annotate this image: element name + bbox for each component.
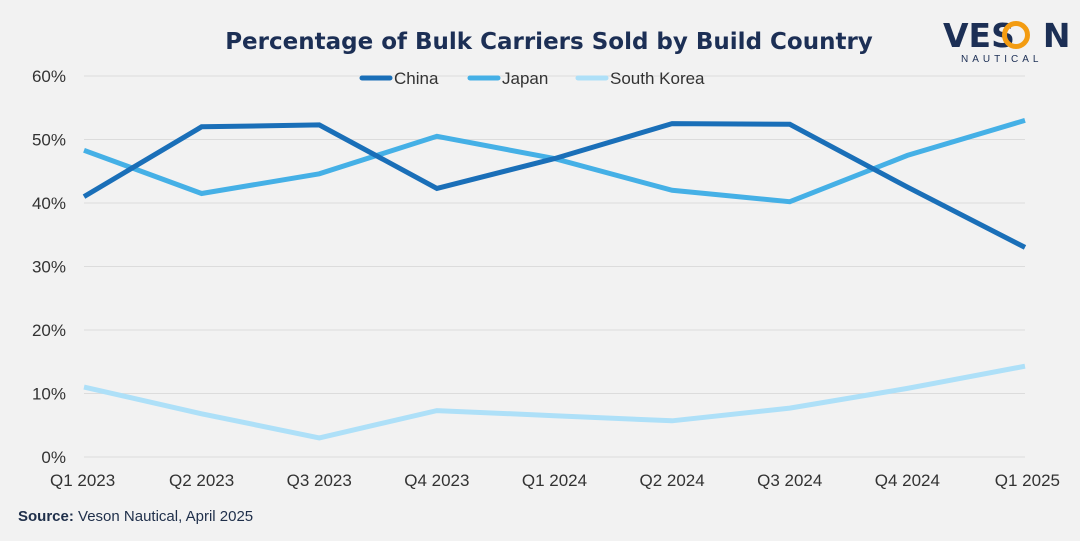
y-tick-label: 40% [32, 194, 66, 213]
logo-subtitle: NAUTICAL [961, 54, 1042, 65]
y-tick-label: 60% [32, 67, 66, 86]
logo-o-icon [1002, 21, 1030, 49]
y-tick-label: 10% [32, 385, 66, 404]
x-tick-label: Q3 2024 [757, 471, 822, 490]
source-label: Source: [18, 508, 74, 525]
x-tick-label: Q4 2024 [875, 471, 940, 490]
legend: China Japan South Korea [359, 69, 705, 88]
x-tick-label: Q4 2023 [404, 471, 469, 490]
series-line-china [82, 121, 1027, 250]
x-tick-label: Q1 2023 [50, 471, 115, 490]
series-line-south-korea [83, 363, 1026, 441]
x-tick-label: Q3 2023 [287, 471, 352, 490]
y-tick-label: 30% [32, 258, 66, 277]
y-axis: 0% 10% 20% 30% 40% 50% 60% [32, 67, 66, 467]
x-tick-label: Q1 2024 [522, 471, 587, 490]
source-text: Veson Nautical, April 2025 [78, 508, 254, 525]
gridlines [84, 75, 1025, 458]
x-tick-label: Q1 2025 [995, 471, 1060, 490]
x-tick-label: Q2 2024 [640, 471, 705, 490]
chart-title: Percentage of Bulk Carriers Sold by Buil… [225, 29, 873, 55]
series-lines [82, 118, 1027, 441]
source-note: Source: Veson Nautical, April 2025 [18, 508, 253, 525]
y-tick-label: 0% [41, 448, 66, 467]
y-tick-label: 50% [32, 131, 66, 150]
legend-label-china: China [394, 69, 439, 88]
veson-logo: VESON NAUTICAL [943, 16, 1071, 65]
legend-label-south-korea: South Korea [610, 69, 705, 88]
y-tick-label: 20% [32, 321, 66, 340]
x-axis: Q1 2023 Q2 2023 Q3 2023 Q4 2023 Q1 2024 Q2 20… [50, 471, 1060, 490]
x-tick-label: Q2 2023 [169, 471, 234, 490]
legend-label-japan: Japan [502, 69, 548, 88]
